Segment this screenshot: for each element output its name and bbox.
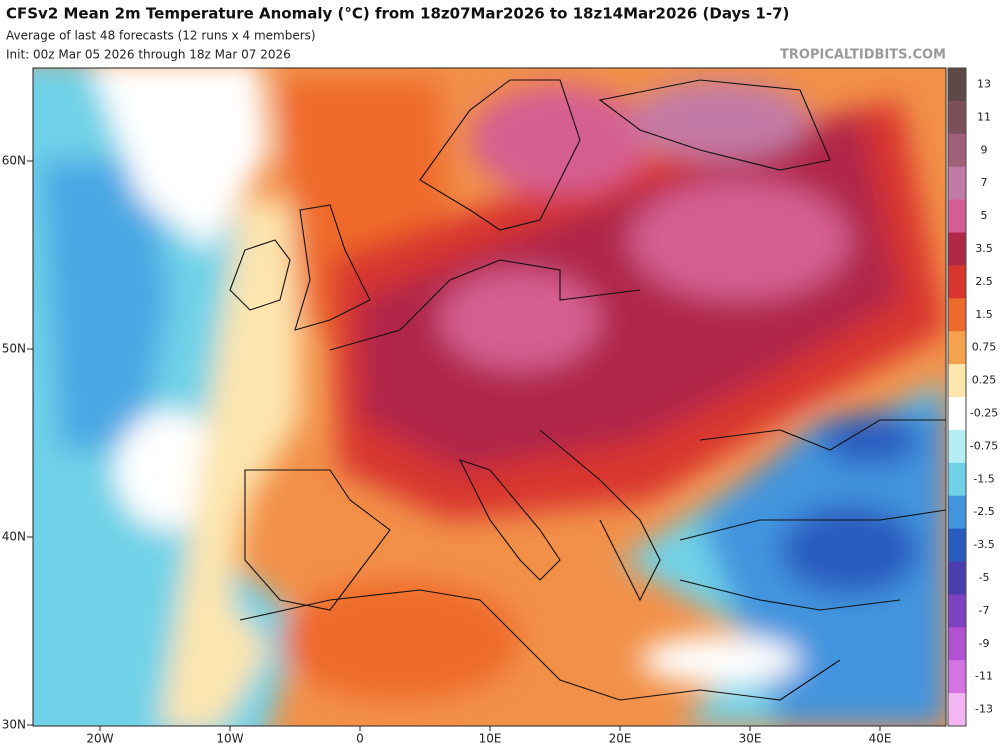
colorbar-swatch: [948, 462, 966, 497]
colorbar-label: 13: [977, 77, 991, 90]
colorbar-swatch: [948, 232, 966, 266]
colorbar-swatch: [948, 594, 966, 628]
colorbar-swatch: [948, 166, 966, 201]
lon-label: 30E: [739, 732, 762, 746]
lon-axis: 20W 10W 0 10E 20E 30E 40E: [86, 726, 892, 746]
lon-label: 40E: [869, 732, 892, 746]
colorbar-swatch: [948, 68, 966, 102]
coastlines: [229, 79, 946, 701]
lon-label: 20E: [609, 732, 632, 746]
colorbar-swatch: [948, 561, 966, 595]
colorbar-label: 9: [981, 143, 988, 156]
colorbar-swatch: [948, 199, 966, 233]
colorbar-label: -9: [979, 637, 990, 650]
colorbar-swatch: [948, 429, 966, 464]
colorbar-label: 7: [981, 176, 988, 189]
colorbar-label: -0.25: [970, 406, 998, 419]
colorbar-swatch: [948, 364, 966, 398]
init-time: Init: 00z Mar 05 2026 through 18z Mar 07…: [6, 48, 291, 62]
colorbar-swatch: [948, 495, 966, 530]
title: CFSv2 Mean 2m Temperature Anomaly (°C) f…: [6, 5, 789, 23]
colorbar: 13 11 9 7 5 3.5 2.5 1.5 0.75 0.25 -0.25 -0.75 -1.5 -2…: [947, 67, 998, 727]
colorbar-swatch: [948, 298, 966, 332]
colorbar-label: 11: [977, 110, 991, 123]
colorbar-label: 2.5: [975, 275, 993, 288]
colorbar-label: -7: [979, 604, 990, 617]
anomaly-field: [33, 68, 946, 726]
colorbar-label: 5: [981, 209, 988, 222]
subtitle: Average of last 48 forecasts (12 runs x …: [6, 29, 316, 43]
lat-label: 60N: [2, 154, 26, 168]
colorbar-label: -5: [979, 571, 990, 584]
lat-label: 40N: [2, 530, 26, 544]
colorbar-swatch: [948, 693, 966, 727]
colorbar-label: 0.25: [972, 374, 997, 387]
lat-axis: 60N 50N 40N 30N: [2, 154, 33, 732]
colorbar-swatch: [948, 265, 966, 299]
source: TROPICALTIDBITS.COM: [780, 48, 946, 63]
lat-label: 30N: [2, 718, 26, 732]
colorbar-label: -3.5: [973, 538, 994, 551]
colorbar-label: -2.5: [973, 505, 994, 518]
colorbar-frame: [947, 67, 967, 727]
lon-label: 10E: [479, 732, 502, 746]
colorbar-label: 1.5: [975, 308, 993, 321]
colorbar-swatch: [948, 660, 966, 694]
lon-label: 20W: [86, 732, 113, 746]
colorbar-swatch: [948, 133, 966, 168]
colorbar-label: 3.5: [975, 242, 993, 255]
colorbar-swatch: [948, 331, 966, 365]
colorbar-swatch: [948, 397, 966, 431]
colorbar-swatch: [948, 100, 966, 135]
colorbar-label: -0.75: [970, 439, 998, 452]
lat-label: 50N: [2, 342, 26, 356]
lon-label: 10W: [216, 732, 243, 746]
colorbar-label: 0.75: [972, 341, 997, 354]
lon-label: 0: [356, 732, 364, 746]
colorbar-label: -13: [975, 703, 993, 716]
colorbar-label: -11: [975, 670, 993, 683]
colorbar-swatch: [948, 528, 966, 562]
colorbar-swatch: [948, 627, 966, 661]
colorbar-label: -1.5: [973, 472, 994, 485]
map: [33, 68, 946, 726]
